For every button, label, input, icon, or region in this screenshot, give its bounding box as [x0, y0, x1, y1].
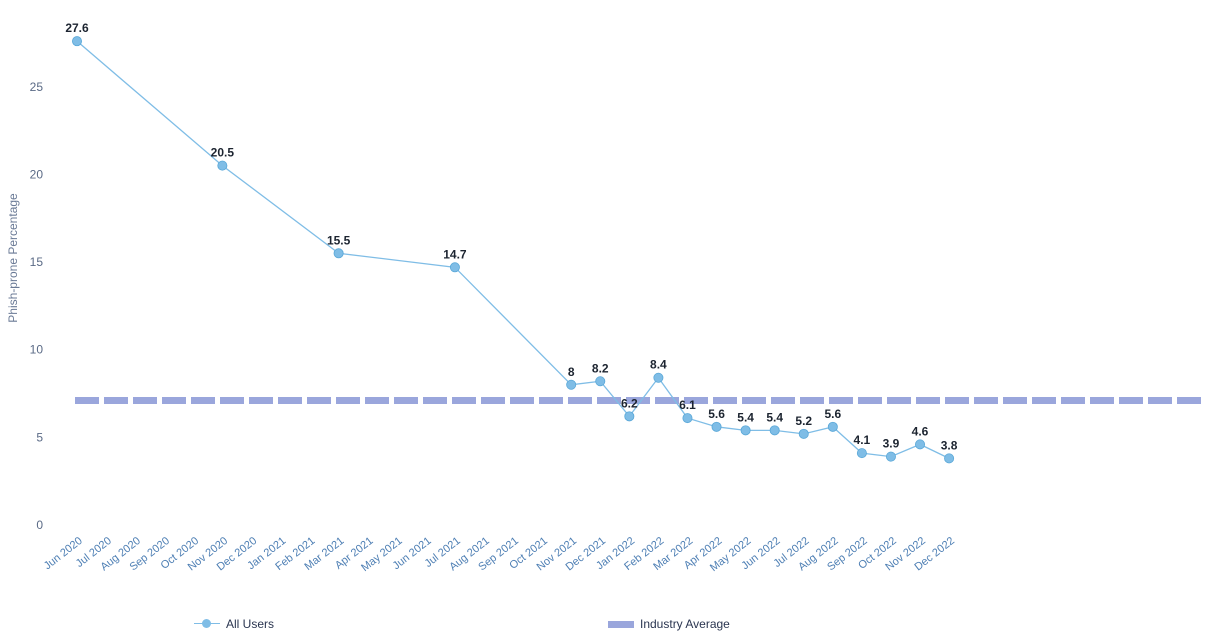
data-labels: 27.6 20.5 15.5 14.7 8 8.2 6.2 8.4 6.1 5.6 5.4 5.4 5.… — [65, 21, 957, 452]
data-point[interactable] — [72, 36, 83, 47]
y-tick-label: 10 — [30, 343, 44, 357]
data-point[interactable] — [711, 421, 722, 432]
data-point[interactable] — [449, 262, 460, 273]
data-point[interactable] — [595, 376, 606, 387]
data-point[interactable] — [769, 425, 780, 436]
data-label: 5.2 — [795, 414, 812, 428]
data-label: 8.2 — [592, 361, 609, 375]
data-label: 20.5 — [211, 146, 235, 160]
data-label: 5.6 — [824, 407, 841, 421]
y-tick-label: 5 — [36, 430, 43, 444]
data-label: 6.1 — [679, 398, 696, 412]
data-label: 27.6 — [65, 21, 89, 35]
y-tick-label: 0 — [36, 518, 43, 532]
all-users-line — [76, 40, 950, 459]
legend-bar-marker-icon — [608, 620, 634, 628]
all-users-series — [72, 36, 955, 464]
data-point[interactable] — [798, 428, 809, 439]
data-point[interactable] — [653, 372, 664, 383]
data-point[interactable] — [682, 413, 693, 424]
data-point[interactable] — [333, 248, 344, 259]
y-tick-label: 20 — [30, 167, 44, 181]
data-point[interactable] — [915, 439, 926, 450]
data-label: 8.4 — [650, 358, 667, 372]
legend-industry-average[interactable]: Industry Average — [608, 615, 730, 633]
data-point[interactable] — [885, 451, 896, 462]
data-point[interactable] — [856, 448, 867, 459]
data-label: 3.8 — [941, 438, 958, 452]
legend-label-all-users: All Users — [226, 617, 275, 631]
data-label: 6.2 — [621, 396, 638, 410]
data-label: 5.6 — [708, 407, 725, 421]
legend-label-industry-average: Industry Average — [640, 617, 730, 631]
y-tick-label: 15 — [30, 255, 44, 269]
data-label: 15.5 — [327, 233, 351, 247]
data-point[interactable] — [217, 160, 228, 171]
y-axis-ticks: 0 5 10 15 20 25 — [30, 80, 44, 532]
legend-all-users[interactable]: All Users — [194, 615, 274, 633]
y-tick-label: 25 — [30, 80, 44, 94]
data-label: 4.6 — [912, 424, 929, 438]
legend-line-marker-icon — [194, 618, 220, 630]
data-label: 5.4 — [766, 410, 783, 424]
data-label: 8 — [568, 365, 575, 379]
data-point[interactable] — [624, 411, 635, 422]
data-point[interactable] — [566, 379, 577, 390]
data-label: 5.4 — [737, 410, 754, 424]
data-point[interactable] — [740, 425, 751, 436]
data-label: 14.7 — [443, 247, 467, 261]
data-label: 3.9 — [883, 437, 900, 451]
data-label: 4.1 — [854, 433, 871, 447]
y-axis-label: Phish-prone Percentage — [6, 193, 20, 323]
data-point[interactable] — [827, 421, 838, 432]
data-point[interactable] — [944, 453, 955, 464]
y-axis-title: Phish-prone Percentage — [6, 193, 20, 323]
